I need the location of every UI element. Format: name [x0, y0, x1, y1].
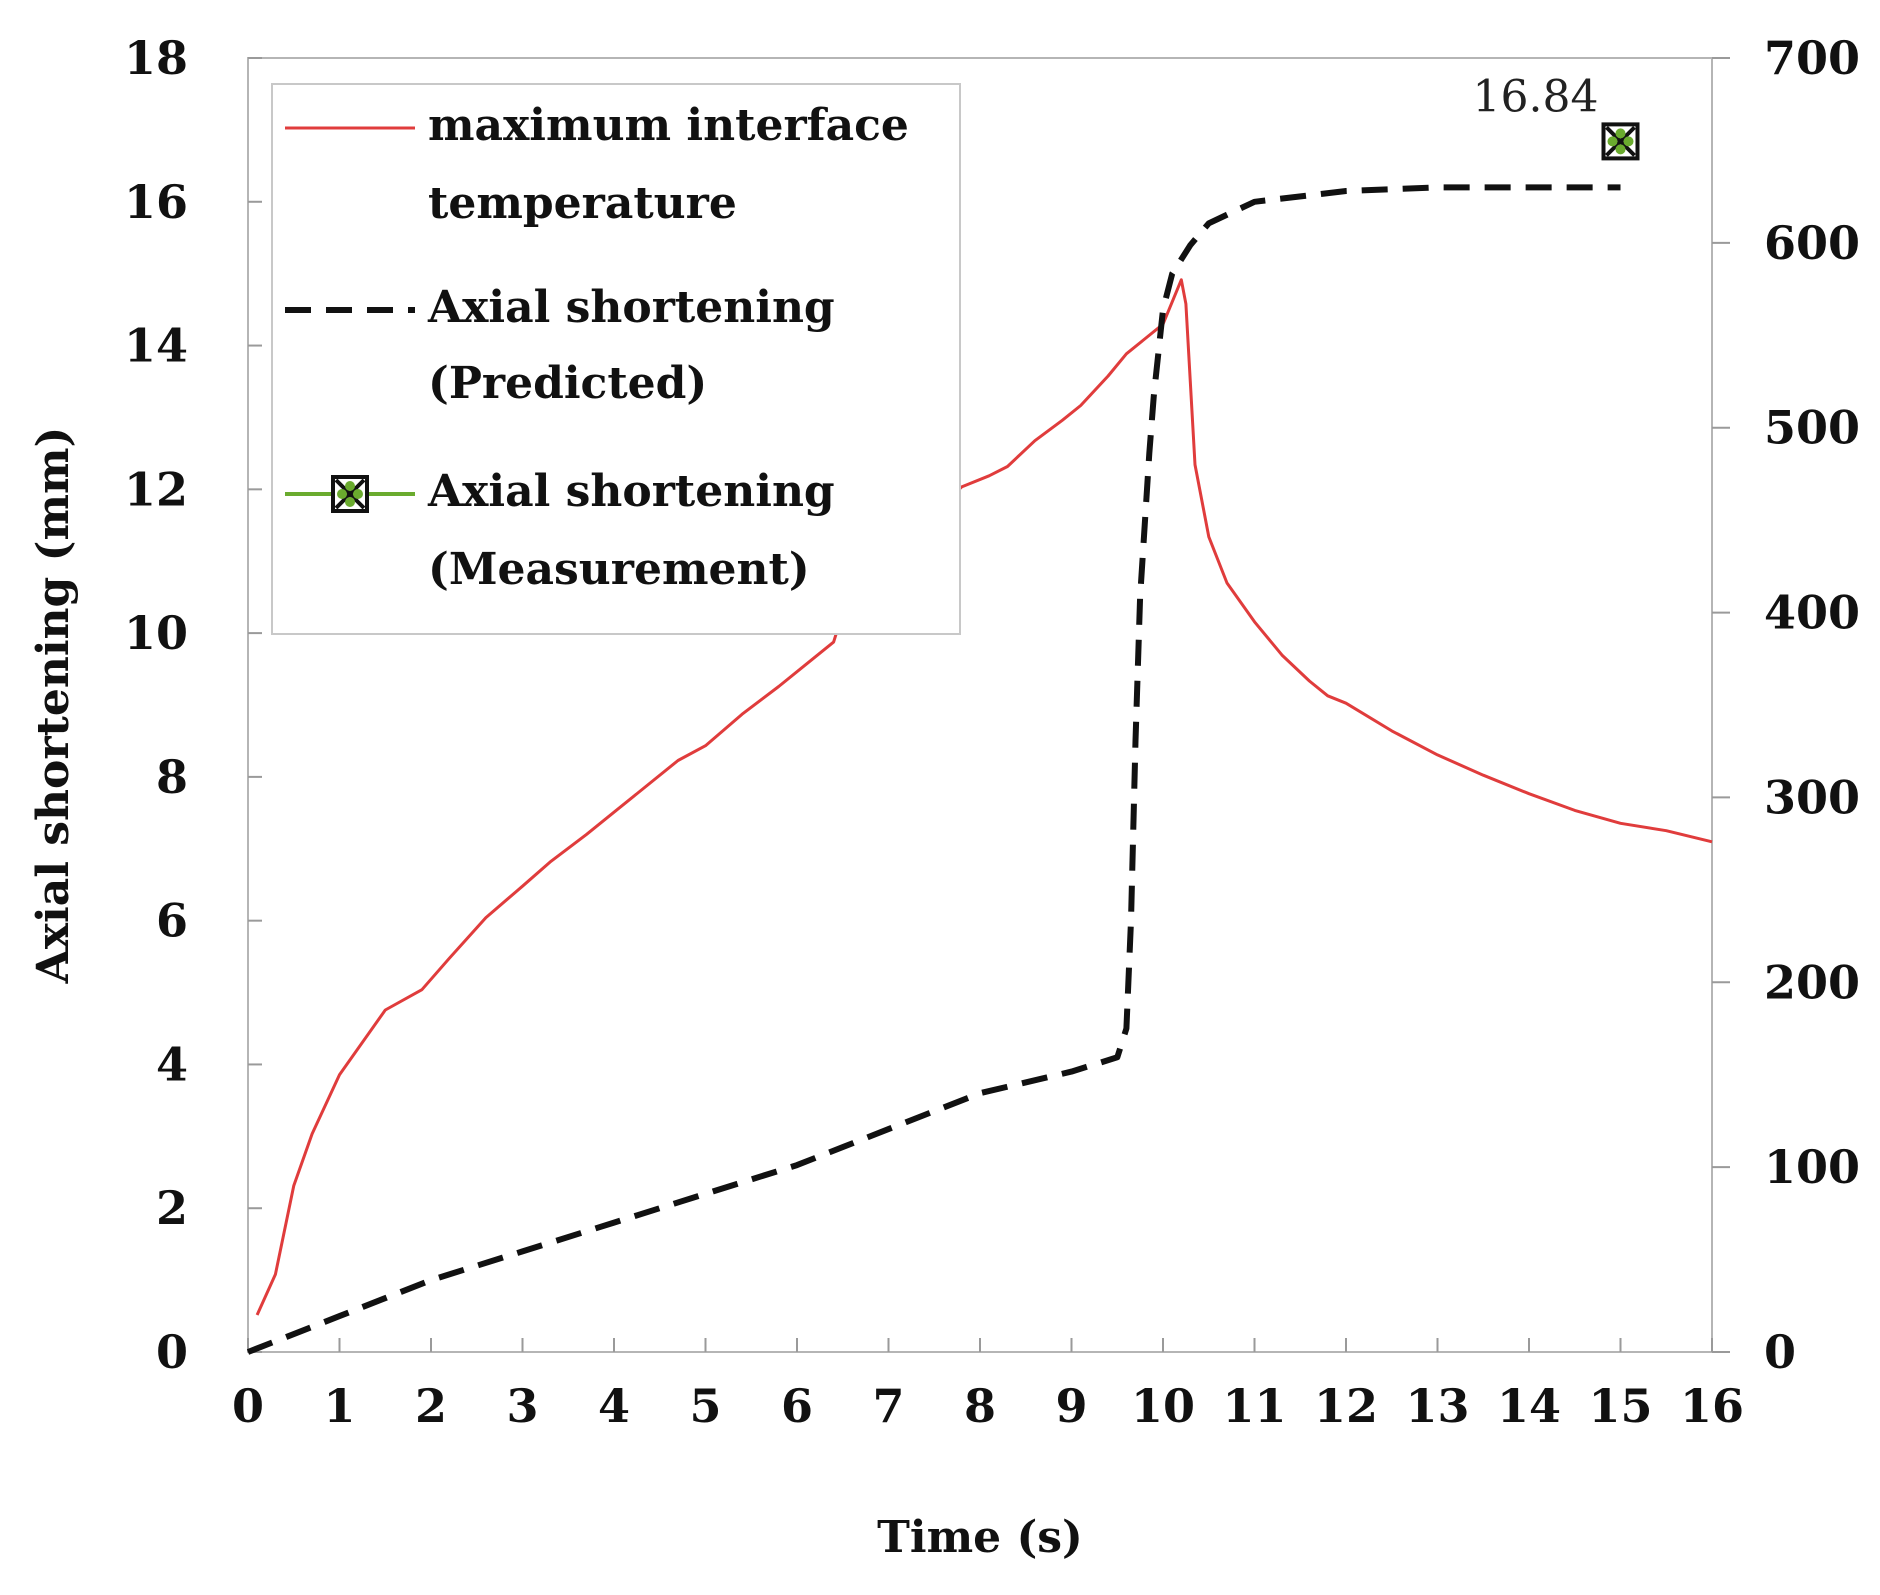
- y2-tick-label: 700: [1764, 31, 1860, 85]
- marker-dot: [345, 481, 355, 491]
- marker-dot: [1623, 136, 1634, 147]
- y-tick-label: 10: [124, 606, 188, 660]
- y2-tick-label: 300: [1764, 770, 1860, 824]
- x-tick-label: 11: [1222, 1379, 1286, 1433]
- marker-dot: [1607, 136, 1618, 147]
- marker-dot: [345, 497, 355, 507]
- marker-cross: [334, 478, 366, 510]
- series-line-axial-shortening-predicted: [246, 184, 1621, 1355]
- legend-label: Axial shortening: [427, 466, 835, 517]
- x-tick-label: 7: [872, 1379, 904, 1433]
- y-tick-label: 6: [156, 894, 188, 948]
- x-tick-label: 8: [964, 1379, 996, 1433]
- x-tick-label: 12: [1314, 1379, 1378, 1433]
- y2-tick-label: 600: [1764, 216, 1860, 270]
- x-tick-label: 0: [232, 1379, 264, 1433]
- y-tick-label: 12: [124, 462, 188, 516]
- y-tick-label: 14: [124, 319, 188, 373]
- annotation-measurement-value: 16.84: [1473, 71, 1599, 122]
- legend-label: maximum interface: [428, 100, 909, 151]
- measurement-marker: [1601, 122, 1640, 161]
- legend-label: (Predicted): [428, 358, 707, 409]
- x-tick-label: 6: [781, 1379, 813, 1433]
- tick-labels: 0 1 2 3 4 5 6 7 8 9 10 11 12 13 14 15 160246810121416180…: [124, 31, 1860, 1433]
- legend-marker: [331, 475, 369, 513]
- series-line-max-interface-temperature: [255, 278, 1713, 1316]
- y-axis-title: Axial shortening (mm): [28, 427, 79, 985]
- legend-label: Axial shortening: [427, 282, 835, 333]
- y2-tick-label: 500: [1764, 401, 1860, 455]
- y-tick-label: 2: [156, 1181, 188, 1235]
- x-tick-label: 3: [506, 1379, 538, 1433]
- y2-tick-label: 100: [1764, 1140, 1860, 1194]
- legend-label: temperature: [428, 178, 737, 229]
- y2-tick-label: 400: [1764, 586, 1860, 640]
- y-tick-label: 4: [156, 1037, 188, 1091]
- marker-dot: [1615, 128, 1626, 139]
- y-tick-label: 16: [124, 175, 188, 229]
- x-tick-label: 13: [1405, 1379, 1469, 1433]
- legend-label: (Measurement): [428, 544, 810, 595]
- series-layer: [246, 122, 1713, 1355]
- x-axis-title: Time (s): [877, 1512, 1083, 1563]
- axis-ticks: [247, 57, 1730, 1353]
- x-tick-label: 15: [1588, 1379, 1652, 1433]
- y-tick-label: 0: [156, 1325, 188, 1379]
- x-tick-label: 10: [1131, 1379, 1195, 1433]
- legend-box: [271, 83, 961, 635]
- x-tick-label: 1: [323, 1379, 355, 1433]
- y-tick-label: 8: [156, 750, 188, 804]
- x-tick-label: 2: [415, 1379, 447, 1433]
- x-tick-label: 14: [1497, 1379, 1561, 1433]
- marker-dot: [1615, 144, 1626, 155]
- marker-dot: [337, 489, 347, 499]
- x-tick-label: 4: [598, 1379, 630, 1433]
- legend: maximum interface temperature Axial shorte…: [271, 83, 961, 635]
- y2-tick-label: 200: [1764, 955, 1860, 1009]
- x-tick-label: 9: [1055, 1379, 1087, 1433]
- marker-cross: [1605, 125, 1636, 157]
- y-tick-label: 18: [124, 31, 188, 85]
- marker-dot: [353, 489, 363, 499]
- y2-tick-label: 0: [1764, 1325, 1796, 1379]
- x-tick-label: 5: [689, 1379, 721, 1433]
- x-tick-label: 16: [1680, 1379, 1744, 1433]
